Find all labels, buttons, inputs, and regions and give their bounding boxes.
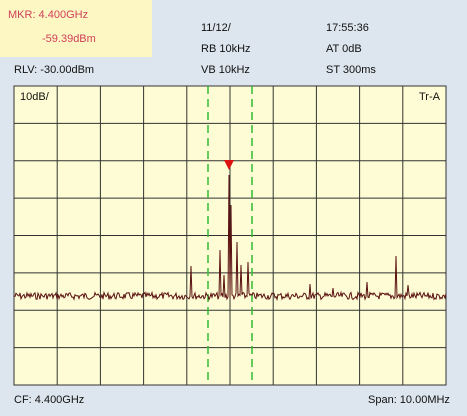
time: 17:55:36: [326, 22, 369, 34]
trace-label: Tr-A: [419, 91, 440, 103]
scale: 10dB/: [20, 91, 49, 103]
grid: [14, 86, 446, 385]
center-frequency: CF: 4.400GHz: [14, 394, 85, 406]
date: 11/12/: [201, 22, 231, 34]
trace: [13, 174, 447, 302]
vbw: VB 10kHz: [201, 64, 250, 76]
attenuation: AT 0dB: [326, 43, 362, 55]
marker-level: -59.39dBm: [42, 33, 96, 45]
reference-level: RLV: -30.00dBm: [14, 64, 95, 76]
sweep-time: ST 300ms: [326, 64, 376, 76]
marker-frequency: MKR: 4.400GHz: [8, 9, 89, 21]
marker-box: [0, 0, 152, 57]
rbw: RB 10kHz: [201, 43, 251, 55]
marker-triangle: [224, 160, 234, 170]
span: Span: 10.00MHz: [368, 394, 450, 406]
